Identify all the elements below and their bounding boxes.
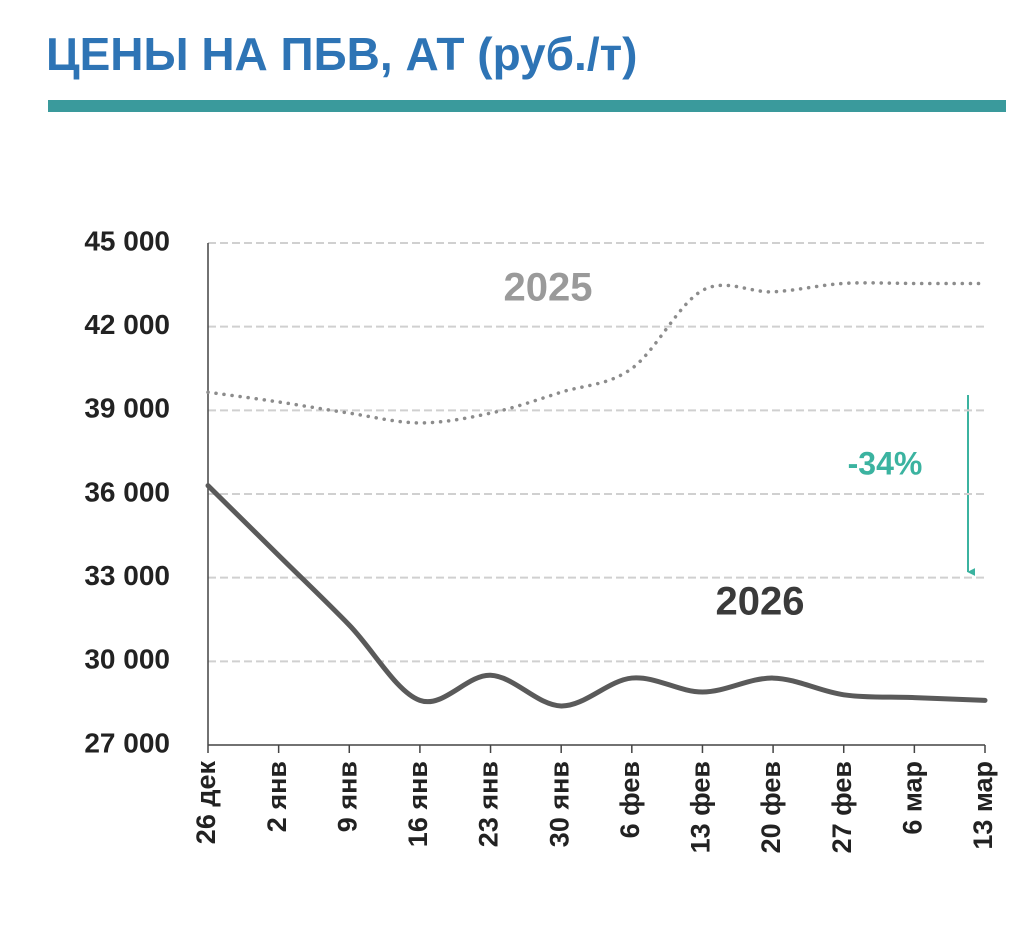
y-tick-label: 36 000 (84, 476, 170, 507)
y-tick-label: 39 000 (84, 393, 170, 424)
x-tick-label: 9 янв (332, 761, 362, 832)
series-line (206, 281, 987, 425)
x-tick-label: 2 янв (262, 761, 292, 832)
x-tick-label: 27 фев (827, 761, 857, 853)
annotation: 2026 (716, 580, 805, 624)
annotation: -34% (848, 445, 923, 481)
x-tick-label: 13 мар (968, 761, 998, 850)
annotation: 2025 (504, 266, 593, 310)
x-tick-label: 16 янв (403, 761, 433, 847)
y-tick-label: 33 000 (84, 560, 170, 591)
chart-title: ЦЕНЫ НА ПБВ, АТ (руб./т) (46, 28, 637, 80)
y-tick-label: 42 000 (84, 309, 170, 340)
x-tick-label: 26 дек (191, 761, 221, 845)
title-rule (48, 100, 1006, 112)
x-tick-label: 13 фев (686, 761, 716, 853)
y-tick-label: 27 000 (84, 727, 170, 758)
x-tick-label: 20 фев (756, 761, 786, 853)
y-tick-label: 30 000 (84, 644, 170, 675)
y-tick-label: 45 000 (84, 225, 170, 256)
x-tick-label: 23 янв (474, 761, 504, 847)
x-tick-label: 30 янв (544, 761, 574, 847)
x-tick-label: 6 фев (615, 761, 645, 838)
x-tick-label: 6 мар (897, 761, 927, 835)
series-line (205, 483, 988, 709)
